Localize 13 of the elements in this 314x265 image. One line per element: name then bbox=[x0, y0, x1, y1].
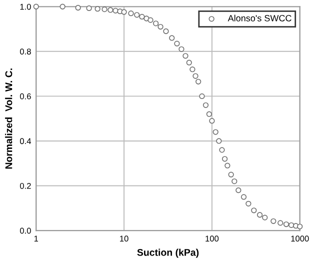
y-tick-label: 0.6 bbox=[20, 93, 31, 100]
legend-label: Alonso's SWCC bbox=[228, 14, 292, 22]
x-tick-label: 1 bbox=[34, 236, 38, 242]
y-axis-title: Normalized Vol. W. C. bbox=[5, 68, 12, 169]
x-tick-label: 100 bbox=[206, 236, 219, 242]
x-axis-title: Suction (kPa) bbox=[137, 248, 199, 258]
y-tick-label: 0.2 bbox=[20, 182, 31, 189]
x-tick-label: 1000 bbox=[291, 236, 309, 242]
y-tick-label: 0.8 bbox=[20, 48, 31, 55]
y-tick-label: 1.0 bbox=[20, 4, 31, 10]
y-tick-label: 0.4 bbox=[20, 138, 32, 144]
y-tick-label: 0.0 bbox=[20, 228, 31, 234]
x-tick-label: 10 bbox=[120, 236, 128, 242]
